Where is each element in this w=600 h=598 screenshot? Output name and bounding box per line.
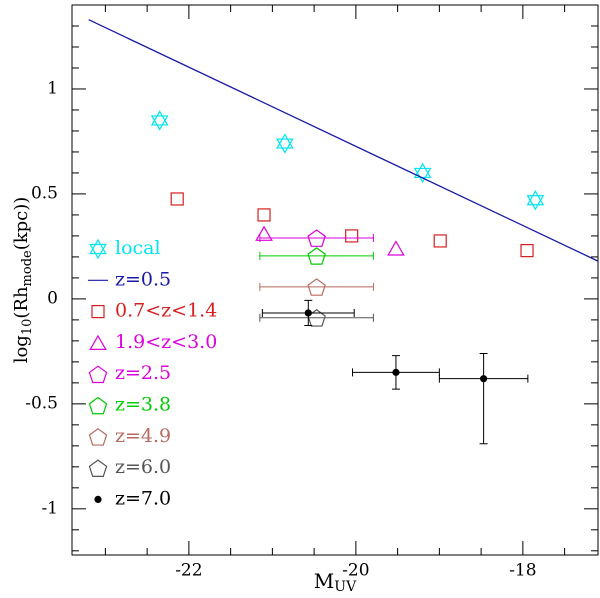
- x-tick-label: -22: [175, 561, 202, 581]
- x-tick-label: -20: [342, 561, 369, 581]
- y-tick-label: -1: [41, 498, 58, 518]
- plot-frame: [71, 4, 599, 556]
- dot-marker: [304, 309, 312, 317]
- y-tick-label: -0.5: [25, 393, 58, 413]
- square-marker: [433, 234, 447, 248]
- legend-label: z=4.9: [115, 425, 171, 447]
- legend-label: 0.7<z<1.4: [115, 300, 217, 322]
- star-marker: [150, 110, 169, 131]
- y-tick-label: 0.5: [31, 183, 58, 203]
- dot-marker: [94, 495, 102, 503]
- x-error-bar: [259, 282, 374, 291]
- x-label-sub: UV: [334, 579, 357, 595]
- y-tick-label: 1: [47, 78, 58, 98]
- pentagon-marker: [88, 428, 108, 446]
- y-label-part: mode: [20, 250, 35, 286]
- y-label-part: (kpc)): [11, 197, 32, 251]
- legend-label: z=6.0: [115, 456, 171, 478]
- star-marker: [413, 162, 432, 184]
- fit-line: [88, 19, 598, 262]
- x-label-main: M: [314, 569, 334, 593]
- y-label-part: 10: [20, 319, 35, 336]
- x-axis-label: MUV: [314, 569, 357, 596]
- triangle-marker: [89, 334, 107, 350]
- triangle-marker: [255, 225, 273, 241]
- legend-label: z=7.0: [115, 487, 171, 509]
- y-label-part: log: [11, 335, 32, 363]
- square-marker: [257, 208, 271, 222]
- dot-marker: [480, 375, 488, 383]
- legend-label: 1.9<z<3.0: [115, 331, 217, 353]
- y-tick-label: 0: [47, 288, 58, 308]
- pentagon-marker: [88, 396, 108, 415]
- legend-label: local: [115, 237, 161, 259]
- legend-label: z=0.5: [115, 268, 171, 290]
- pentagon-marker: [88, 365, 108, 384]
- x-error-bar: [259, 251, 374, 260]
- dot-marker: [392, 368, 400, 376]
- y-label-part: (Rh: [11, 286, 32, 319]
- star-marker: [276, 133, 294, 154]
- plot-area: [88, 19, 598, 445]
- pentagon-marker: [307, 247, 326, 265]
- legend-label: z=3.8: [115, 394, 171, 416]
- y-error-bar: [479, 352, 488, 445]
- square-marker: [91, 305, 105, 319]
- square-marker: [520, 244, 534, 258]
- x-error-bar: [259, 234, 374, 243]
- legend-label: z=2.5: [115, 362, 171, 384]
- pentagon-marker: [307, 278, 326, 296]
- pentagon-marker: [88, 459, 108, 477]
- x-error-bar: [259, 313, 374, 322]
- legend: local z=0.5 0.7<z<1.4 1.9<z<3.0 z=2.5 z=3.8 z=…: [88, 237, 217, 509]
- star-marker: [89, 238, 107, 260]
- triangle-marker: [387, 240, 405, 256]
- pentagon-marker: [307, 229, 326, 247]
- square-marker: [345, 229, 359, 243]
- y-axis-label: log10(Rhmode(kpc)): [11, 197, 35, 364]
- x-tick-label: -18: [509, 561, 536, 581]
- square-marker: [170, 192, 184, 206]
- star-marker: [526, 190, 545, 211]
